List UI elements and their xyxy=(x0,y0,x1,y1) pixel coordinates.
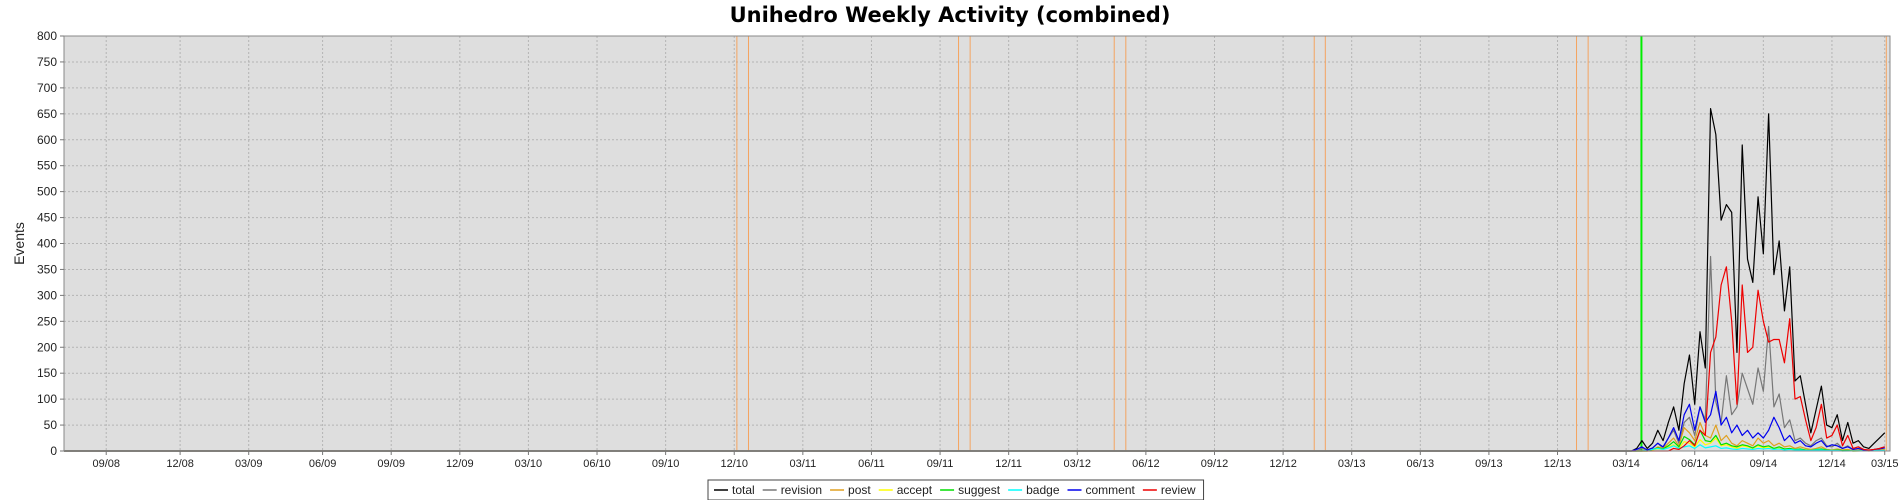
y-tick-label: 800 xyxy=(37,29,57,43)
legend-item-badge[interactable]: badge xyxy=(1008,483,1060,497)
x-tick-label: 09/12 xyxy=(1201,458,1229,470)
y-tick-label: 400 xyxy=(37,237,57,251)
x-tick-label: 03/15 xyxy=(1871,458,1899,470)
y-tick-label: 450 xyxy=(37,211,57,225)
series-line-comment xyxy=(64,390,1885,452)
series-line-suggest xyxy=(64,429,1885,452)
y-axis-label: Events xyxy=(11,222,27,265)
x-tick-label: 09/09 xyxy=(377,458,405,470)
x-tick-label: 03/10 xyxy=(515,458,543,470)
series-lines xyxy=(64,108,1886,452)
x-tick-label: 06/13 xyxy=(1407,458,1435,470)
y-tick-label: 700 xyxy=(37,81,57,95)
y-tick-label: 650 xyxy=(37,107,57,121)
x-tick-label: 03/09 xyxy=(235,458,263,470)
x-tick-label: 12/14 xyxy=(1818,458,1846,470)
x-tick-label: 06/14 xyxy=(1681,458,1709,470)
y-tick-label: 300 xyxy=(37,288,57,302)
x-tick-label: 03/13 xyxy=(1338,458,1366,470)
x-tick-label: 12/10 xyxy=(720,458,748,470)
series-line-total xyxy=(64,108,1886,452)
series-line-badge xyxy=(64,444,1885,452)
grid-lines xyxy=(64,36,1890,451)
event-markers xyxy=(736,36,1887,451)
legend-label: suggest xyxy=(958,483,1001,497)
x-tick-label: 12/13 xyxy=(1544,458,1572,470)
y-tick-label: 250 xyxy=(37,314,57,328)
x-tick-label: 09/08 xyxy=(92,458,120,470)
legend-label: badge xyxy=(1026,483,1060,497)
x-tick-label: 06/10 xyxy=(583,458,611,470)
y-tick-label: 350 xyxy=(37,262,57,276)
x-tick-label: 12/09 xyxy=(446,458,474,470)
y-tick-label: 500 xyxy=(37,185,57,199)
legend-item-review[interactable]: review xyxy=(1142,483,1196,497)
legend-label: post xyxy=(848,483,871,497)
legend-label: revision xyxy=(781,483,822,497)
legend-label: accept xyxy=(897,483,933,497)
x-tick-label: 03/12 xyxy=(1064,458,1092,470)
axes: 0 50 100 150 200 250 300 350 400 450 500 550 600 650 7… xyxy=(37,29,1899,470)
series-line-review xyxy=(64,266,1885,452)
y-tick-label: 0 xyxy=(50,444,57,458)
y-tick-label: 150 xyxy=(37,366,57,380)
x-tick-label: 12/08 xyxy=(166,458,194,470)
y-tick-label: 50 xyxy=(44,418,58,432)
legend-item-total[interactable]: total xyxy=(714,483,755,497)
legend[interactable]: total revision post accept suggest badge comme… xyxy=(707,479,1205,500)
chart-title: Unihedro Weekly Activity (combined) xyxy=(730,3,1171,27)
x-tick-label: 12/12 xyxy=(1269,458,1297,470)
x-tick-label: 09/14 xyxy=(1750,458,1778,470)
legend-item-revision[interactable]: revision xyxy=(762,483,822,497)
legend-box xyxy=(707,479,1205,500)
series-line-post xyxy=(64,421,1885,452)
x-tick-label: 03/14 xyxy=(1612,458,1640,470)
x-tick-label: 06/09 xyxy=(309,458,337,470)
y-tick-label: 100 xyxy=(37,392,57,406)
y-tick-label: 550 xyxy=(37,159,57,173)
x-tick-label: 06/11 xyxy=(858,458,885,470)
legend-label: comment xyxy=(1086,483,1136,497)
legend-label: review xyxy=(1161,483,1196,497)
x-tick-label: 09/11 xyxy=(927,458,954,470)
x-tick-label: 09/13 xyxy=(1475,458,1503,470)
legend-item-suggest[interactable]: suggest xyxy=(940,483,1001,497)
legend-item-post[interactable]: post xyxy=(830,483,871,497)
x-tick-label: 12/11 xyxy=(995,458,1022,470)
legend-label: total xyxy=(732,483,755,497)
x-tick-label: 06/12 xyxy=(1132,458,1160,470)
x-tick-label: 03/11 xyxy=(789,458,816,470)
legend-item-comment[interactable]: comment xyxy=(1067,483,1136,497)
legend-item-accept[interactable]: accept xyxy=(878,483,933,497)
y-tick-label: 750 xyxy=(37,55,57,69)
x-tick-label: 09/10 xyxy=(652,458,680,470)
y-tick-label: 600 xyxy=(37,133,57,147)
y-tick-label: 200 xyxy=(37,340,57,354)
